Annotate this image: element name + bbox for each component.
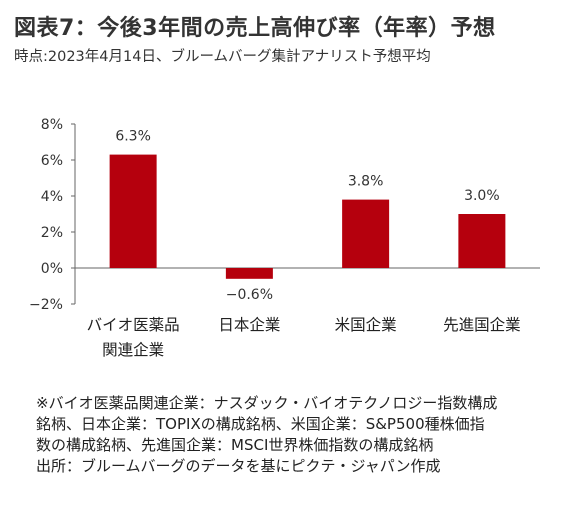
y-tick-label: 0% xyxy=(41,261,63,277)
chart-title: 図表7：今後3年間の売上高伸び率（年率）予想 xyxy=(14,16,496,41)
bar-chart: 8% 6% 4% 2% 0% −2% 6.3% バイオ医薬品関連企業 −0.6% 日本企業 3.8%… xyxy=(29,117,540,359)
data-label: 3.8% xyxy=(348,174,384,190)
y-tick-label: −2% xyxy=(29,297,63,313)
category-label: 日本企業 xyxy=(218,316,280,334)
bar xyxy=(342,199,390,268)
footnote-line: 数の構成銘柄、先進国企業：MSCI世界株価指数の構成銘柄 xyxy=(36,436,434,454)
data-label: 6.3% xyxy=(115,129,151,145)
footnote-line: ※バイオ医薬品関連企業：ナスダック・バイオテクノロジー指数構成 xyxy=(36,394,498,412)
bar xyxy=(225,268,273,279)
y-tick-label: 2% xyxy=(41,225,63,241)
y-tick-label: 8% xyxy=(41,117,63,133)
footnotes: ※バイオ医薬品関連企業：ナスダック・バイオテクノロジー指数構成 銘柄、日本企業：… xyxy=(36,393,556,477)
footnote-line: 出所：ブルームバーグのデータを基にピクテ・ジャパン作成 xyxy=(36,457,441,475)
footnote-line: 銘柄、日本企業：TOPIXの構成銘柄、米国企業：S&P500種株価指 xyxy=(36,415,485,433)
chart-subtitle: 時点:2023年4月14日、ブルームバーグ集計アナリスト予想平均 xyxy=(14,49,431,65)
y-tick-label: 4% xyxy=(41,189,63,205)
category-label: 関連企業 xyxy=(102,341,164,359)
bar xyxy=(109,154,157,268)
category-label: バイオ医薬品 xyxy=(87,316,180,334)
data-label: 3.0% xyxy=(464,188,500,204)
category-label: 米国企業 xyxy=(335,316,397,334)
data-label: −0.6% xyxy=(226,287,273,303)
bar xyxy=(458,214,506,268)
category-label: 先進国企業 xyxy=(443,316,521,334)
y-tick-label: 6% xyxy=(41,153,63,169)
